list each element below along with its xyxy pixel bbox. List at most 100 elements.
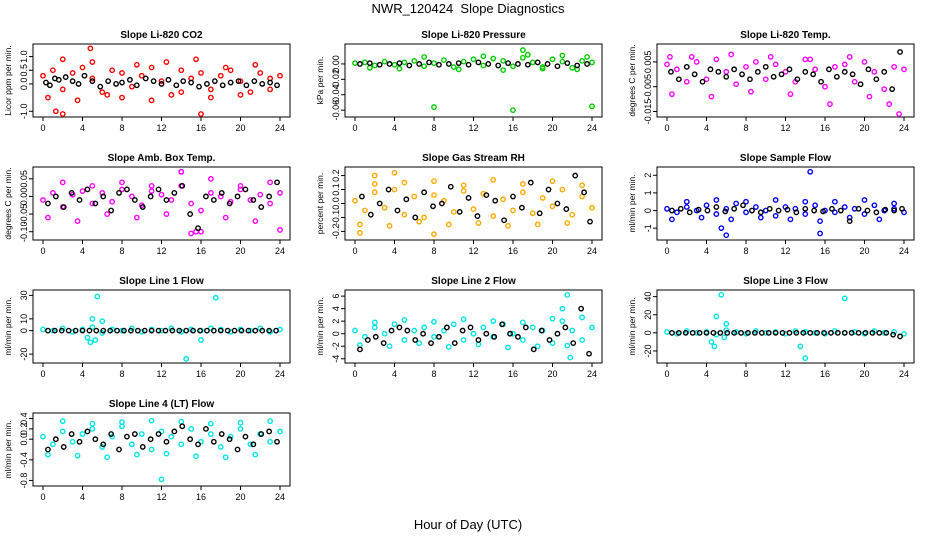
mean-point: [259, 81, 266, 87]
data-point: [411, 57, 418, 64]
data-point: [752, 58, 759, 65]
x-tick-label: 8: [431, 123, 436, 133]
data-point: [475, 220, 482, 226]
data-point: [711, 343, 718, 350]
data-point: [237, 91, 244, 98]
mean-point: [267, 79, 274, 86]
mean-point: [72, 327, 79, 334]
chart-panel: Slope Li-820 CO2 0 4 8 12 16 20 24 -1.0 0.00.51.0…: [3, 30, 291, 133]
data-point: [431, 178, 437, 185]
mean-point: [890, 331, 897, 338]
data-point: [728, 51, 735, 58]
data-point: [831, 63, 838, 70]
panel-title: Slope Line 1 Flow: [119, 276, 204, 287]
mean-point: [68, 431, 75, 437]
data-point: [277, 227, 283, 233]
data-point: [128, 441, 135, 448]
mean-point: [76, 438, 83, 445]
data-point: [851, 78, 858, 85]
y-tick-label: 0: [19, 328, 29, 333]
data-point: [222, 214, 229, 221]
data-point: [163, 450, 170, 457]
mean-point: [766, 205, 773, 212]
data-point: [168, 91, 175, 98]
mean-point: [807, 329, 814, 336]
data-point: [40, 72, 46, 79]
data-point: [505, 344, 511, 351]
data-point: [74, 452, 81, 459]
mean-point: [826, 66, 832, 73]
mean-point: [779, 329, 786, 336]
data-point: [519, 181, 526, 187]
data-point: [416, 340, 423, 346]
data-point: [519, 54, 526, 61]
mean-point: [436, 333, 442, 340]
y-axis-label: ml/min per min.: [315, 297, 325, 355]
mean-point: [93, 327, 100, 334]
x-tick-label: 4: [80, 369, 85, 379]
data-point: [247, 89, 254, 96]
mean-point: [530, 346, 537, 353]
mean-point: [757, 209, 764, 216]
data-point: [247, 197, 254, 203]
data-point: [529, 324, 536, 331]
y-tick-label: 0.4: [19, 412, 29, 425]
data-point: [683, 78, 690, 85]
x-tick-label: 4: [704, 246, 709, 256]
x-tick-label: 16: [196, 369, 206, 379]
data-point: [193, 56, 199, 63]
mean-point: [65, 327, 72, 334]
data-point: [564, 220, 571, 226]
data-point: [431, 192, 437, 199]
data-point: [718, 225, 725, 232]
mean-point: [357, 61, 363, 67]
data-point: [119, 179, 125, 186]
data-point: [188, 200, 195, 207]
mean-point: [465, 195, 472, 201]
x-tick-label: 8: [431, 246, 436, 256]
mean-point: [58, 327, 65, 334]
x-tick-label: 8: [743, 246, 748, 256]
data-point: [589, 324, 595, 331]
x-tick-label: 16: [820, 369, 830, 379]
chart-panel: Slope Line 4 (LT) Flow 0 4 8 12 16 20 24 -0.8 -0.…: [3, 399, 291, 502]
mean-point: [259, 327, 266, 334]
data-point: [257, 70, 264, 76]
mean-point: [891, 207, 898, 214]
mean-point: [162, 327, 169, 334]
data-point: [371, 189, 378, 196]
data-point: [524, 51, 531, 58]
x-tick-label: 12: [780, 369, 790, 379]
data-point: [817, 218, 823, 225]
data-point: [490, 55, 497, 62]
data-point: [831, 209, 838, 216]
mean-point: [274, 179, 280, 186]
data-point: [708, 338, 715, 345]
mean-point: [581, 189, 587, 196]
mean-point: [121, 327, 127, 334]
data-point: [549, 315, 556, 322]
data-point: [831, 198, 838, 205]
y-tick-label: 0.2: [331, 169, 341, 182]
data-point: [718, 291, 725, 298]
mean-point: [169, 327, 176, 334]
data-point: [391, 321, 398, 328]
mean-point: [841, 68, 848, 75]
y-axis-label: kPa per min.: [315, 57, 325, 105]
data-point: [69, 438, 76, 445]
data-point: [252, 451, 259, 458]
data-point: [267, 86, 274, 93]
mean-point: [800, 329, 807, 336]
mean-point: [179, 182, 186, 189]
mean-point: [545, 186, 552, 193]
mean-point: [100, 193, 107, 200]
mean-point: [86, 327, 93, 334]
data-point: [733, 81, 740, 88]
x-tick-label: 16: [196, 246, 206, 256]
mean-point: [183, 327, 190, 334]
mean-point: [141, 327, 148, 334]
y-tick-label: 6: [331, 294, 341, 299]
data-point: [450, 208, 457, 215]
y-axis-label: percent per min.: [315, 173, 325, 234]
mean-point: [60, 444, 67, 450]
